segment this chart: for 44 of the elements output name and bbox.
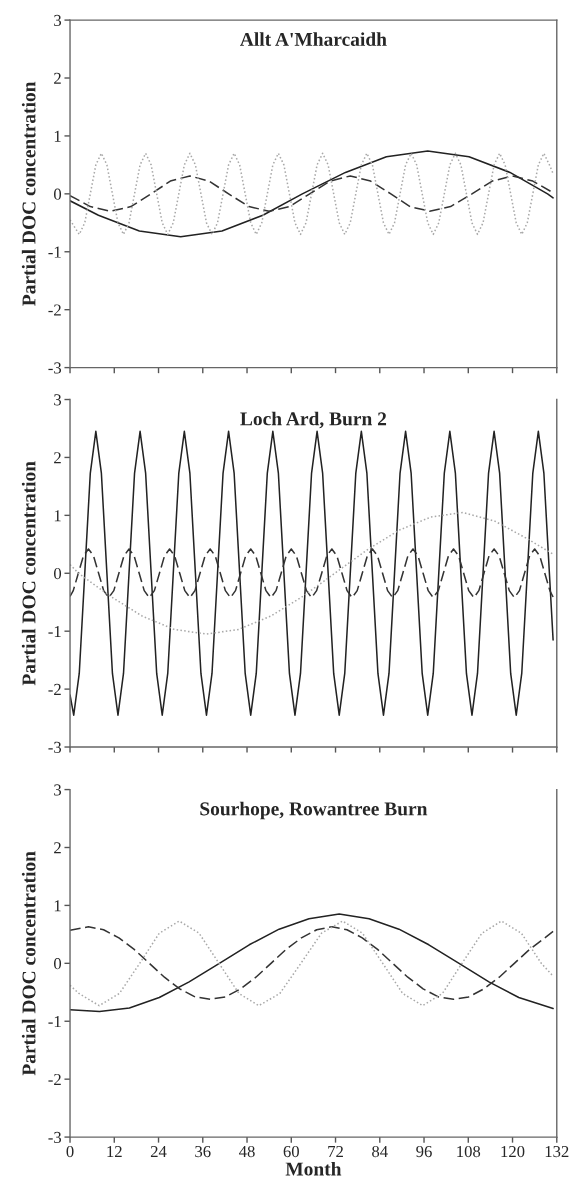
y-axis-title: Partial DOC concentration xyxy=(21,851,36,1076)
y-tick-label: 2 xyxy=(54,842,61,854)
x-tick-label: 0 xyxy=(66,1145,74,1158)
x-tick-label: 12 xyxy=(107,1145,122,1157)
line-series xyxy=(70,511,554,635)
y-tick-label: -2 xyxy=(48,304,61,316)
y-tick-label: 0 xyxy=(54,188,62,200)
y-tick-label: -1 xyxy=(48,625,61,637)
y-tick-label: -1 xyxy=(48,246,61,258)
y-tick-label: 3 xyxy=(54,784,62,796)
x-tick-label: 120 xyxy=(501,1145,525,1158)
x-tick-label: 24 xyxy=(150,1145,167,1157)
y-tick-label: 1 xyxy=(54,900,61,912)
y-tick-label: 0 xyxy=(54,567,62,580)
chart-title: Allt A'Mharcaidh xyxy=(240,32,387,46)
x-tick-label: 48 xyxy=(239,1145,255,1158)
y-tick-label: 2 xyxy=(54,72,61,84)
y-tick-label: 0 xyxy=(54,958,62,970)
line-series xyxy=(70,175,554,212)
y-tick-label: -3 xyxy=(48,1131,62,1144)
x-tick-label: 132 xyxy=(545,1145,569,1158)
x-tick-label: 108 xyxy=(457,1145,481,1158)
y-tick-label: -3 xyxy=(48,362,62,374)
y-tick-label: -1 xyxy=(48,1016,61,1028)
y-axis-title: Partial DOC concentration xyxy=(21,81,36,306)
line-series xyxy=(70,548,554,599)
y-tick-label: 1 xyxy=(54,130,61,142)
y-tick-label: -3 xyxy=(48,741,62,753)
y-tick-label: -2 xyxy=(48,683,61,695)
y-tick-label: 3 xyxy=(54,14,62,27)
y-tick-label: -2 xyxy=(48,1073,61,1085)
x-tick-label: 60 xyxy=(283,1145,299,1158)
x-tick-label: 36 xyxy=(195,1145,211,1158)
text: Sourhope, Rowantree Burn xyxy=(200,801,428,820)
text: Loch Ard, Burn 2 xyxy=(240,411,387,429)
x-tick-label: 84 xyxy=(372,1145,388,1158)
x-axis-title: Month xyxy=(285,1161,342,1176)
x-tick-label: 96 xyxy=(416,1145,432,1158)
y-tick-label: 2 xyxy=(54,452,61,464)
y-tick-label: 1 xyxy=(54,510,61,522)
x-tick-label: 72 xyxy=(328,1145,343,1157)
y-tick-label: 3 xyxy=(54,394,62,406)
line-series xyxy=(70,430,554,716)
y-axis-title: Partial DOC concentration xyxy=(21,461,36,686)
